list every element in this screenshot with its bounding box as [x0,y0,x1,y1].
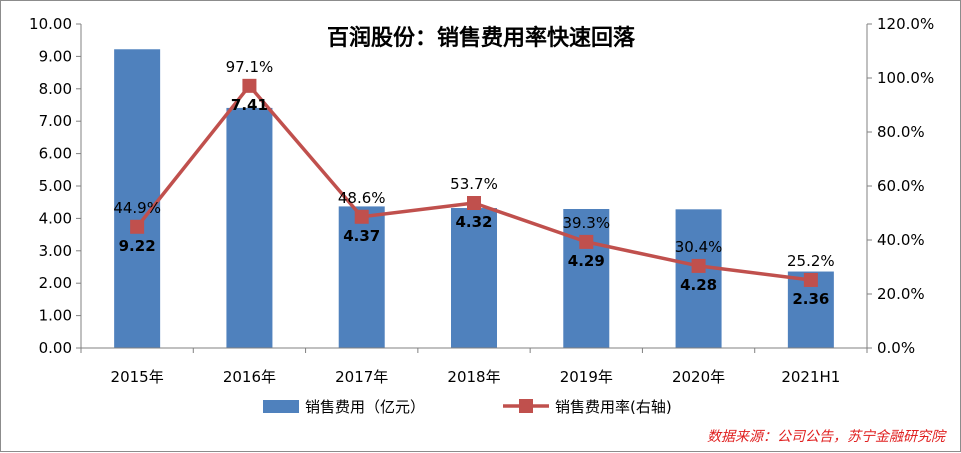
ratio-value-label: 53.7% [450,175,498,193]
left-tick-label: 9.00 [39,47,72,65]
right-tick-label: 20.0% [877,285,925,303]
x-tick-label: 2018年 [447,368,500,386]
ratio-marker [579,234,594,249]
bar-value-label: 4.32 [455,213,492,231]
legend-line-marker [519,399,533,413]
chart-title: 百润股份：销售费用率快速回落 [327,25,636,51]
ticks-layer: 0.00 1.00 2.00 3.00 4.00 5.00 6.00 7.00 8.00 9.00… [29,15,934,386]
ratio-value-label: 25.2% [787,252,835,270]
ratio-marker [130,219,145,234]
right-tick-label: 80.0% [877,123,925,141]
left-tick-label: 4.00 [39,209,72,227]
ratio-marker [467,196,481,211]
bar-value-label: 9.22 [119,237,156,255]
left-tick-label: 7.00 [39,112,72,130]
right-tick-label: 120.0% [877,15,934,33]
ratio-value-label: 44.9% [113,199,161,217]
left-tick-label: 8.00 [39,80,72,98]
left-tick-label: 5.00 [39,177,72,195]
left-tick-label: 6.00 [39,145,72,163]
right-tick-label: 100.0% [877,69,934,87]
ratio-marker [354,209,369,224]
legend: 销售费用（亿元） 销售费用率(右轴) [263,398,672,416]
ratio-value-label: 48.6% [338,189,386,207]
legend-bar-swatch [263,400,299,413]
ratio-marker [242,78,257,93]
ratio-value-label: 39.3% [562,214,610,232]
ratio-marker [803,272,818,287]
bar [451,208,497,348]
bar-value-label: 2.36 [792,290,829,308]
left-tick-label: 1.00 [39,307,72,325]
bar [226,107,273,348]
x-tick-label: 2019年 [560,368,613,386]
right-tick-label: 40.0% [877,231,925,249]
bar [114,49,161,348]
left-tick-label: 3.00 [39,242,72,260]
legend-line-label: 销售费用率(右轴) [555,398,672,416]
ratio-marker [691,258,706,273]
x-tick-label: 2017年 [335,368,388,386]
line-layer [130,78,818,287]
bar-value-label: 4.28 [680,276,717,294]
x-tick-label: 2021H1 [781,368,840,386]
ratio-value-label: 97.1% [226,58,274,76]
bar-value-label: 4.29 [568,252,605,270]
bar [338,206,385,348]
left-tick-label: 2.00 [39,274,72,292]
source-note: 数据来源：公司公告，苏宁金融研究院 [707,429,947,445]
right-tick-label: 0.0% [877,339,915,357]
right-tick-label: 60.0% [877,177,925,195]
bar-value-label: 4.37 [343,227,380,245]
bars-layer [114,49,834,348]
x-tick-label: 2015年 [111,368,164,386]
left-tick-label: 0.00 [39,339,72,357]
legend-bar-label: 销售费用（亿元） [305,398,425,416]
x-tick-label: 2020年 [672,368,725,386]
bar [675,209,722,348]
labels-layer: 9.22 7.41 4.37 4.32 4.29 4.28 2.36 44.9% 97.1% 48… [113,58,834,308]
x-tick-label: 2016年 [223,368,276,386]
left-tick-label: 10.00 [29,15,72,33]
bar [563,209,610,348]
ratio-value-label: 30.4% [675,238,723,256]
bar-value-label: 7.41 [231,96,268,114]
